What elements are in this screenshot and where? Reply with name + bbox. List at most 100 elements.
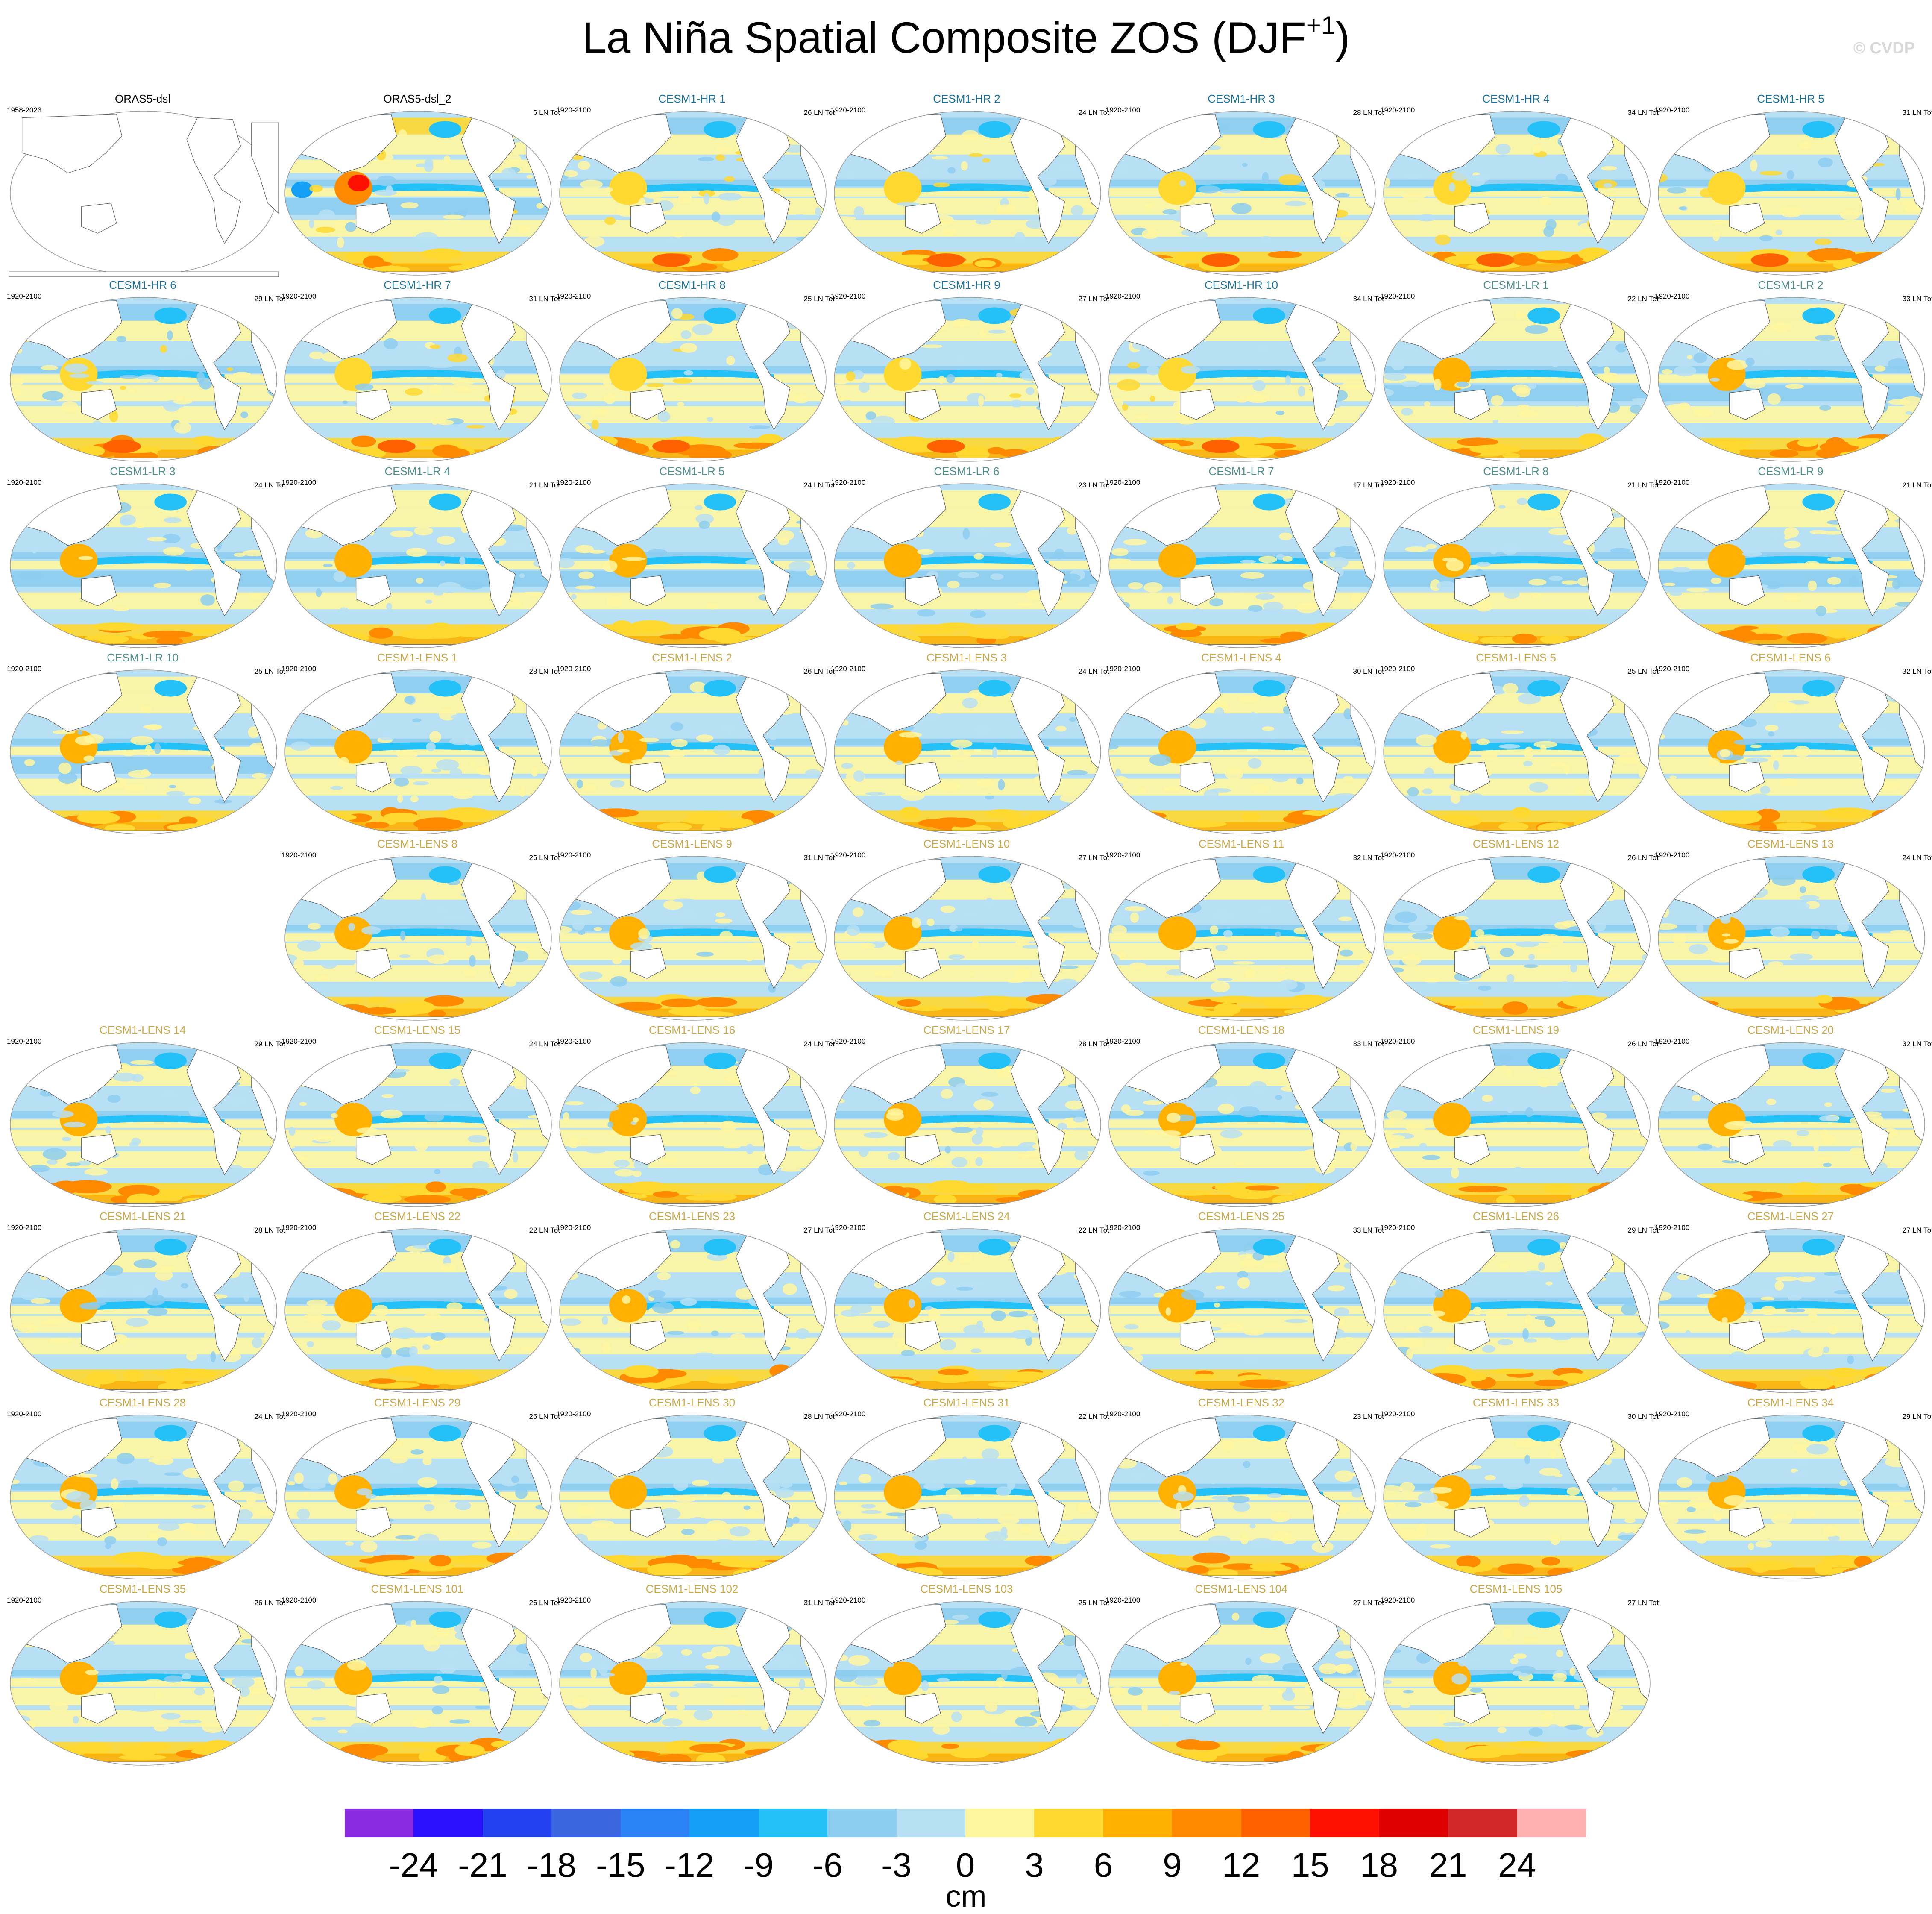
- panel-years: 1920-2100: [1655, 292, 1690, 300]
- map-border: [559, 111, 827, 276]
- north-pacific-anomaly: [978, 1052, 1011, 1069]
- anomaly-patch: [182, 1673, 191, 1680]
- anomaly-patch: [715, 918, 733, 924]
- map-border: [10, 1415, 277, 1579]
- anomaly-patch: [374, 189, 397, 196]
- anomaly-patch: [256, 1072, 276, 1076]
- americas-landmass: [1010, 490, 1065, 616]
- panel-title: CESM1-LENS 26: [1472, 1210, 1560, 1223]
- antarctica-landmass: [1109, 1389, 1375, 1393]
- anomaly-patch: [892, 1330, 909, 1342]
- anomaly-patch: [1119, 1291, 1142, 1298]
- anomaly-patch: [1515, 387, 1530, 397]
- anomaly-patch: [997, 1516, 1020, 1525]
- anomaly-patch: [1506, 1067, 1512, 1078]
- anomaly-patch: [1162, 209, 1177, 215]
- panel-event-count: 23 LN Tot: [1353, 1412, 1384, 1421]
- panel-event-count: 22 LN Tot: [529, 1226, 560, 1234]
- anomaly-patch: [923, 158, 931, 163]
- anomaly-patch: [293, 959, 304, 968]
- anomaly-patch: [912, 917, 921, 928]
- anomaly-patch: [1232, 961, 1255, 965]
- equatorial-cold-tongue: [633, 370, 774, 379]
- panel-event-count: 26 LN Tot: [1627, 1040, 1659, 1048]
- southern-ocean-anomaly: [1457, 437, 1498, 446]
- north-pacific-anomaly: [429, 121, 462, 138]
- anomaly-patch: [1744, 1302, 1753, 1314]
- antarctica-landmass: [1384, 830, 1650, 834]
- anomaly-patch: [1402, 193, 1426, 200]
- anomaly-patch: [285, 1274, 296, 1285]
- anomaly-patch: [1058, 978, 1076, 985]
- equatorial-cold-tongue: [633, 183, 774, 193]
- anomaly-patch: [560, 1720, 574, 1731]
- southern-ocean-anomaly: [1908, 1553, 1925, 1564]
- map-border: [559, 1042, 827, 1207]
- americas-landmass: [1560, 1235, 1615, 1362]
- anomaly-patch: [1658, 702, 1676, 710]
- anomaly-patch: [1422, 1155, 1440, 1160]
- southern-ocean-anomaly: [203, 635, 250, 648]
- anomaly-patch: [672, 232, 685, 238]
- equatorial-cold-tongue: [358, 1673, 499, 1683]
- anomaly-patch: [723, 1144, 741, 1149]
- southern-ocean-anomaly: [760, 1007, 800, 1013]
- world-map: [284, 1228, 552, 1393]
- anomaly-patch: [1350, 593, 1362, 605]
- anomaly-patch: [1132, 1473, 1145, 1479]
- anomaly-band: [10, 612, 277, 623]
- southern-ocean-anomaly: [285, 1188, 313, 1202]
- southern-ocean-anomaly: [39, 1183, 79, 1191]
- anomaly-patch: [1076, 1673, 1083, 1685]
- anomaly-patch: [1521, 1638, 1539, 1643]
- southern-ocean-anomaly: [1348, 1374, 1375, 1388]
- panel-event-count: 21 LN Tot: [1902, 481, 1932, 489]
- anomaly-patch: [1406, 1348, 1413, 1360]
- anomaly-patch: [274, 1433, 277, 1442]
- anomaly-patch: [705, 1664, 720, 1670]
- anomaly-band: [1658, 718, 1925, 732]
- southern-ocean-anomaly: [528, 1370, 551, 1381]
- anomaly-patch: [1209, 1480, 1217, 1484]
- americas-landmass: [186, 1421, 241, 1548]
- southern-ocean-anomaly: [891, 436, 931, 450]
- anomaly-patch: [975, 218, 991, 225]
- anomaly-patch: [680, 910, 697, 921]
- map-border: [10, 1042, 277, 1207]
- anomaly-band: [834, 798, 1101, 809]
- southern-ocean-anomaly: [1658, 633, 1693, 642]
- anomaly-patch: [931, 1277, 946, 1286]
- warm-pool-anomaly: [1433, 1103, 1471, 1136]
- southern-ocean-anomaly: [1419, 634, 1441, 648]
- anomaly-patch: [19, 572, 42, 580]
- anomaly-patch: [1057, 1123, 1067, 1130]
- anomaly-patch: [565, 1101, 584, 1105]
- anomaly-patch: [292, 881, 310, 891]
- southern-ocean-anomaly: [182, 1197, 217, 1204]
- southern-ocean-anomaly: [290, 628, 318, 641]
- anomaly-band: [1384, 490, 1650, 507]
- southern-ocean-anomaly: [308, 1187, 356, 1200]
- anomaly-patch: [1340, 231, 1353, 243]
- anomaly-patch: [1244, 969, 1256, 978]
- southern-ocean-anomaly: [1664, 1010, 1697, 1016]
- anomaly-patch: [1006, 978, 1026, 983]
- map-border: [834, 669, 1101, 834]
- anomaly-band: [560, 220, 826, 237]
- panel-event-count: 22 LN Tot: [1627, 295, 1659, 303]
- anomaly-patch: [809, 691, 821, 702]
- anomaly-patch: [1500, 1065, 1508, 1071]
- anomaly-patch: [1506, 974, 1515, 983]
- north-pacific-anomaly: [978, 1239, 1011, 1256]
- antarctica-landmass: [285, 1203, 551, 1207]
- southern-ocean-anomaly: [985, 634, 1009, 639]
- anomaly-patch: [1227, 1495, 1250, 1503]
- anomaly-band: [560, 1710, 826, 1727]
- southern-ocean-anomaly: [839, 449, 880, 455]
- southern-ocean-anomaly: [1571, 1191, 1601, 1203]
- anomaly-patch: [264, 680, 271, 691]
- anomaly-band: [1109, 1421, 1375, 1438]
- anomaly-band: [1658, 240, 1925, 250]
- americas-landmass: [1834, 117, 1889, 244]
- colorbar-swatch: [758, 1809, 828, 1837]
